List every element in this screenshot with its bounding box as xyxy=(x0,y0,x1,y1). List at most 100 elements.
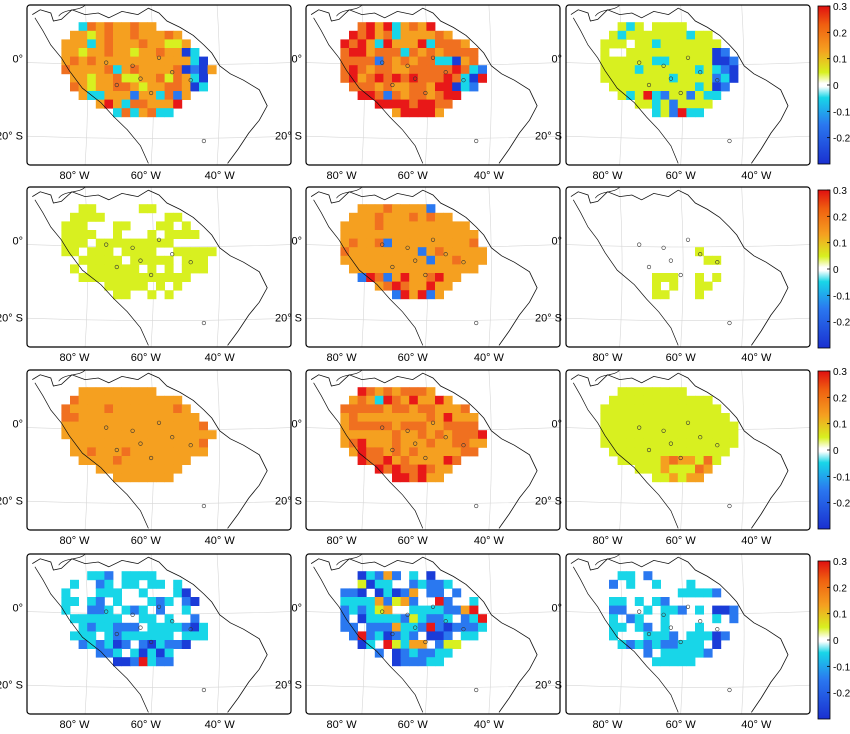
data-cell xyxy=(156,597,165,606)
data-cell xyxy=(113,614,122,624)
data-cell xyxy=(712,82,722,92)
data-cell xyxy=(435,622,444,632)
station-marker xyxy=(130,245,135,250)
data-cell xyxy=(95,247,105,257)
data-cell xyxy=(78,387,88,397)
data-cell xyxy=(417,82,427,92)
data-cell xyxy=(374,622,384,632)
data-cell xyxy=(609,30,618,40)
data-cell xyxy=(138,91,148,100)
data-cell xyxy=(417,212,427,222)
data-cell xyxy=(435,73,444,83)
data-cell xyxy=(138,65,148,75)
data-cell xyxy=(95,99,105,109)
station-marker xyxy=(474,503,479,509)
data-cell xyxy=(634,404,644,414)
data-cell xyxy=(409,657,419,667)
colorbar-tick-label: -0.2 xyxy=(833,134,850,145)
data-cell xyxy=(409,247,419,257)
data-cell xyxy=(374,430,384,440)
data-cell xyxy=(87,82,97,92)
data-cell xyxy=(95,22,105,32)
lat-tick-label: 0° xyxy=(291,236,302,248)
data-cell xyxy=(392,447,401,457)
data-cell xyxy=(652,657,661,667)
data-cell xyxy=(652,447,661,457)
data-cell xyxy=(366,430,376,440)
data-cell xyxy=(626,73,636,83)
data-cell xyxy=(95,430,105,440)
data-cell xyxy=(392,404,401,414)
data-cell xyxy=(357,421,367,431)
data-cell xyxy=(469,447,479,457)
data-cell xyxy=(147,39,157,49)
station-marker xyxy=(170,70,175,75)
data-cell xyxy=(677,413,687,422)
data-cell xyxy=(652,421,661,431)
data-cell xyxy=(443,605,453,615)
data-cell xyxy=(400,588,410,598)
data-cell xyxy=(147,430,157,440)
data-cell xyxy=(443,65,453,75)
data-cell xyxy=(695,464,704,474)
data-cell xyxy=(392,82,401,92)
data-cell xyxy=(712,273,722,282)
map-panel-11: 80° W 60° W 40° W0°20° S xyxy=(275,553,561,731)
data-cell xyxy=(156,579,165,589)
data-cell xyxy=(600,404,610,414)
data-cell xyxy=(652,99,661,109)
lon-tick-label: 40° W xyxy=(474,352,505,364)
station-marker xyxy=(156,420,162,425)
data-cell xyxy=(366,413,376,422)
data-cell xyxy=(703,91,713,100)
data-cell xyxy=(357,404,367,414)
data-cell xyxy=(417,605,427,615)
data-cell xyxy=(634,82,644,92)
data-cell xyxy=(78,430,88,440)
data-cell xyxy=(357,571,367,581)
data-cell xyxy=(366,631,376,641)
data-cells xyxy=(340,387,487,483)
data-cell xyxy=(113,464,122,474)
data-cell xyxy=(660,640,670,649)
colorbar-tick-label: 0.2 xyxy=(833,583,847,594)
station-marker xyxy=(423,455,428,461)
caribbean-coast xyxy=(58,554,86,566)
data-cell xyxy=(460,238,470,248)
station-marker xyxy=(156,237,162,242)
data-cell xyxy=(383,395,393,405)
data-cell xyxy=(113,22,122,32)
colorbar-tick-label: 0.1 xyxy=(833,55,847,66)
data-cell xyxy=(340,597,350,606)
data-cell xyxy=(669,413,679,422)
data-cell xyxy=(366,264,376,274)
data-cell xyxy=(452,413,462,422)
data-cell xyxy=(95,404,105,414)
data-cell xyxy=(366,579,376,589)
data-cell xyxy=(164,65,174,75)
data-cell xyxy=(460,438,470,448)
data-cell xyxy=(374,395,384,405)
station-marker xyxy=(149,272,154,278)
data-cell xyxy=(164,264,174,274)
data-cell xyxy=(104,99,114,109)
data-cell xyxy=(478,65,487,75)
data-cell xyxy=(417,30,427,40)
data-cell xyxy=(181,588,191,598)
data-cell xyxy=(357,56,367,66)
data-cell xyxy=(357,387,367,397)
data-cell xyxy=(190,622,200,632)
data-cell xyxy=(70,82,79,92)
station-marker xyxy=(405,612,410,617)
data-cell xyxy=(695,395,704,405)
data-cell xyxy=(190,56,200,66)
data-cell xyxy=(147,30,157,40)
data-cell xyxy=(703,648,713,658)
data-cell xyxy=(138,648,148,658)
data-cell xyxy=(156,48,165,57)
data-cell xyxy=(435,430,444,440)
lat-tick-label: 20° S xyxy=(275,495,302,507)
lon-tick-label: 40° W xyxy=(205,352,236,364)
data-cell xyxy=(643,622,653,632)
data-cell xyxy=(95,447,105,457)
